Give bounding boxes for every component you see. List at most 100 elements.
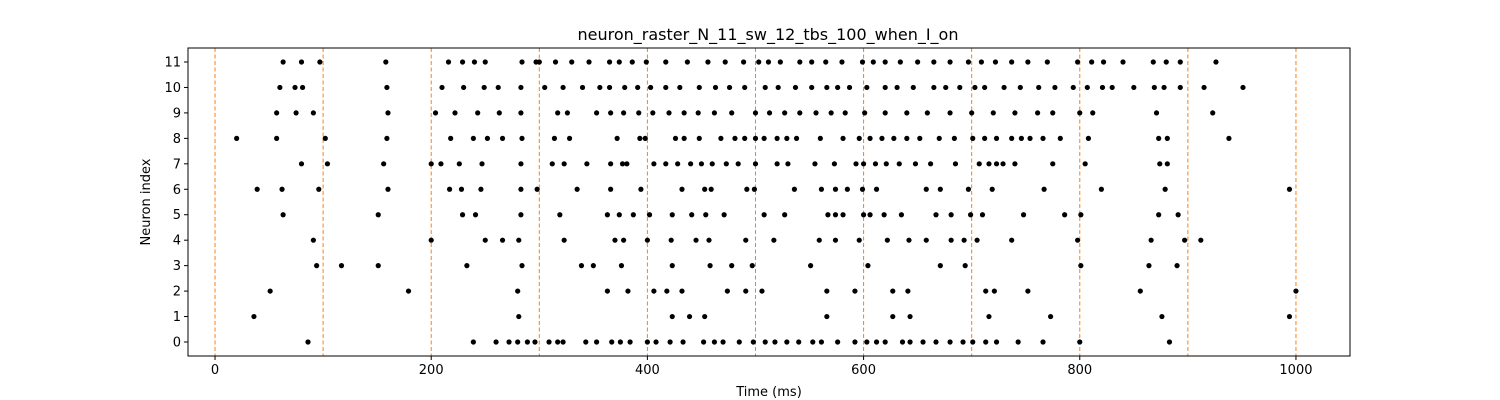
spike-point (882, 84, 888, 91)
spike-point (937, 263, 943, 269)
spike-point (962, 263, 968, 269)
spike-point (1084, 84, 1090, 91)
axis-ticks: 0 200 400 600 800 1000 0 1 2 3 4 5 6 7 8 9 10 11 (164, 56, 1312, 379)
spike-point (762, 339, 768, 345)
spike-point (859, 186, 866, 192)
spike-point (593, 110, 600, 116)
spike-point (708, 186, 714, 192)
spike-point (844, 186, 850, 192)
spike-point (555, 339, 561, 345)
spike-point (762, 84, 768, 91)
spike-point (846, 84, 853, 91)
spike-point (1156, 135, 1162, 141)
spike-point (280, 59, 286, 65)
spike-point (774, 135, 780, 141)
spike-point (1157, 161, 1163, 167)
spike-point (621, 237, 627, 243)
spike-point (859, 59, 866, 65)
spike-point (782, 110, 788, 116)
spike-point (681, 110, 687, 116)
spike-point (629, 59, 635, 65)
x-tick-label: 1000 (1279, 363, 1312, 378)
spike-point (274, 135, 280, 141)
spike-point (862, 110, 868, 116)
spike-point (597, 84, 603, 91)
spike-point (904, 135, 910, 141)
spike-point (1020, 212, 1027, 218)
spike-point (784, 135, 790, 141)
spike-point (824, 288, 830, 294)
spike-point (931, 84, 937, 91)
spike-point (840, 135, 846, 141)
spike-point (711, 110, 718, 116)
spike-point (1047, 313, 1054, 320)
spike-point (432, 110, 439, 116)
spike-point (1098, 186, 1104, 192)
spike-point (478, 186, 484, 192)
spike-point (1050, 110, 1056, 116)
spike-point (471, 59, 478, 65)
spike-point (1027, 135, 1033, 141)
spike-point (1040, 135, 1046, 141)
spike-point (937, 186, 943, 192)
spike-point (952, 161, 959, 167)
spike-point (464, 263, 470, 269)
spike-point (782, 212, 788, 218)
spike-point (496, 110, 502, 116)
spike-point (1089, 59, 1095, 65)
spike-point (864, 84, 870, 91)
spike-point (796, 339, 802, 345)
spike-point (689, 212, 695, 218)
spike-point (666, 110, 672, 116)
spike-point (481, 84, 487, 91)
spike-point (499, 135, 506, 141)
spike-point (856, 135, 862, 141)
spike-point (752, 110, 759, 116)
spike-point (948, 237, 954, 243)
spike-point (1226, 135, 1232, 141)
y-tick-label: 11 (164, 56, 181, 71)
spike-point (663, 59, 669, 65)
spike-point (759, 288, 765, 294)
spike-point (644, 237, 650, 243)
spike-point (552, 59, 559, 65)
spike-point (707, 263, 713, 269)
spike-point (384, 84, 390, 91)
spike-point (743, 237, 749, 243)
spike-point (1131, 84, 1137, 91)
spike-point (428, 161, 434, 167)
spike-point (824, 313, 830, 320)
spike-point (724, 288, 730, 294)
spike-point (557, 212, 563, 218)
spike-point (322, 135, 328, 141)
spike-point (608, 110, 614, 116)
spike-point (459, 59, 466, 65)
spike-point (825, 212, 831, 218)
spike-point (792, 84, 799, 91)
spike-point (816, 237, 822, 243)
spike-point (993, 135, 1000, 141)
x-tick-label: 800 (1067, 363, 1092, 378)
spike-point (669, 313, 675, 320)
spike-point (1078, 212, 1084, 218)
spike-point (1012, 110, 1018, 116)
spike-point (475, 110, 481, 116)
spike-point (482, 59, 488, 65)
spike-point (461, 84, 467, 91)
y-tick-label: 9 (173, 106, 181, 121)
spike-point (1293, 288, 1299, 294)
spike-point (771, 237, 777, 243)
spike-point (1146, 263, 1152, 269)
spike-point (1201, 84, 1207, 91)
spike-point (1075, 59, 1081, 65)
spike-point (923, 237, 929, 243)
spike-point (1100, 59, 1107, 65)
spike-point (638, 186, 644, 192)
spike-point (1012, 161, 1018, 167)
spike-point (1035, 110, 1041, 116)
spike-point (898, 212, 905, 218)
spike-point (664, 288, 670, 294)
spike-point (860, 212, 867, 218)
spike-point (515, 339, 521, 345)
spike-point (777, 59, 783, 65)
